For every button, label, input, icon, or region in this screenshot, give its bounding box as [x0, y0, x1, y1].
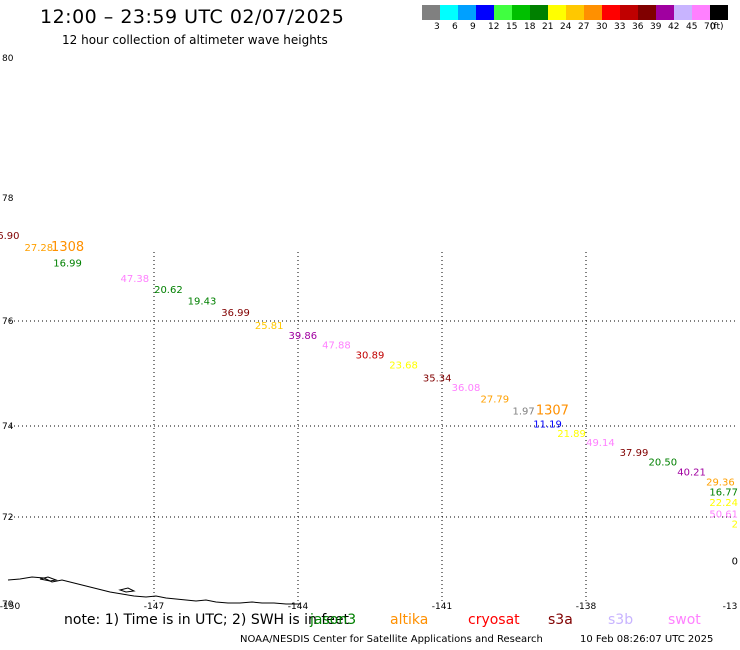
colorbar-swatch	[602, 5, 620, 20]
swh-observation: 21.89	[557, 429, 586, 440]
colorbar-label: 33	[614, 22, 626, 32]
colorbar-swatch	[548, 5, 566, 20]
colorbar-label: 39	[650, 22, 662, 32]
map-axes: 80 78 76 74 72 70-150 -147 -144 -141 -138 -13	[0, 54, 737, 610]
swh-observation: 2	[732, 520, 738, 531]
swh-observation: 47.88	[322, 341, 351, 352]
altimeter-map: 80 78 76 74 72 70-150 -147 -144 -141 -138 -13 36.9…	[0, 54, 738, 610]
swh-observation: 29.36	[706, 478, 735, 489]
satellite-legend-s3a: s3a	[548, 612, 573, 628]
swh-observation: 1308	[51, 240, 84, 255]
colorbar-swatch	[476, 5, 494, 20]
lon-tick-label: -13	[723, 602, 738, 610]
credit-line: NOAA/NESDIS Center for Satellite Applica…	[240, 634, 543, 645]
swh-observation: 30.89	[356, 351, 385, 362]
swh-observation: 50.61	[709, 509, 738, 520]
swh-observation: 37.99	[620, 448, 649, 459]
swh-observation: 47.38	[120, 274, 149, 285]
swh-observation: 25.81	[255, 321, 284, 332]
swh-observation: 23.68	[389, 361, 418, 372]
coastline-island	[118, 587, 136, 593]
lat-tick-label: 78	[2, 194, 14, 204]
lon-tick-label: -138	[576, 602, 597, 610]
coastline-path	[7, 576, 300, 605]
colorbar-swatch	[638, 5, 656, 20]
colorbar-label: 12	[488, 22, 500, 32]
satellite-legend-cryosat: cryosat	[468, 612, 520, 628]
swh-observation: 36.90	[0, 231, 20, 242]
lat-tick-label: 80	[2, 54, 14, 64]
swh-observation: 1.97	[512, 406, 534, 417]
colorbar-swatch	[692, 5, 710, 20]
colorbar-swatch	[656, 5, 674, 20]
colorbar-label: 36	[632, 22, 644, 32]
swh-observation: 39.86	[288, 331, 317, 342]
map-title: 12:00 – 23:59 UTC 02/07/2025	[40, 6, 345, 28]
satellite-legend-jason3: jason3	[310, 612, 357, 628]
coastline	[7, 576, 300, 605]
satellite-legend-s3b: s3b	[608, 612, 634, 628]
swh-observation: 27.28	[24, 243, 53, 254]
colorbar-label: 45	[686, 22, 698, 32]
colorbar-unit: (ft)	[710, 22, 724, 32]
map-subtitle: 12 hour collection of altimeter wave hei…	[62, 33, 328, 47]
swh-observation: 35.34	[423, 374, 452, 385]
swh-observation: 36.08	[452, 383, 481, 394]
colorbar-swatch	[530, 5, 548, 20]
swh-observation: 49.14	[586, 438, 615, 449]
lat-tick-label: 76	[2, 317, 14, 327]
colorbar-swatch	[620, 5, 638, 20]
swh-observation: 40.21	[677, 468, 706, 479]
colorbar-swatch	[440, 5, 458, 20]
colorbar-label: 70	[704, 22, 716, 32]
lat-tick-label: 72	[2, 513, 13, 523]
colorbar-swatch	[494, 5, 512, 20]
map-grid	[10, 252, 736, 604]
lon-tick-label: -141	[432, 602, 452, 610]
colorbar-label: 30	[596, 22, 608, 32]
colorbar-swatch	[422, 5, 440, 20]
swh-observation: 36.99	[221, 308, 250, 319]
swh-observation: 20.50	[648, 457, 677, 468]
swh-observation: 16.77	[709, 488, 738, 499]
swh-observation: 16.99	[53, 259, 82, 270]
swh-observation: 0	[732, 557, 738, 568]
colorbar-label: 15	[506, 22, 518, 32]
colorbar-swatch	[512, 5, 530, 20]
swh-observation: 20.62	[154, 285, 183, 296]
swh-observation: 11.19	[533, 419, 562, 430]
satellite-legend-swot: swot	[668, 612, 701, 628]
lat-tick-label: 70	[2, 600, 14, 610]
colorbar-swatch	[458, 5, 476, 20]
swh-observation: 1307	[536, 403, 569, 418]
lon-tick-label: -150	[0, 602, 20, 610]
coastline-island	[39, 576, 58, 582]
swh-observation: 22.24	[709, 498, 738, 509]
colorbar-swatch	[674, 5, 692, 20]
colorbar-label: 9	[470, 22, 476, 32]
colorbar-label: 18	[524, 22, 536, 32]
lat-tick-label: 74	[2, 422, 14, 432]
footer-note: note: 1) Time is in UTC; 2) SWH is in fe…	[64, 612, 350, 628]
generated-timestamp: 10 Feb 08:26:07 UTC 2025	[580, 634, 714, 645]
colorbar-label: 3	[434, 22, 440, 32]
swh-observation: 19.43	[188, 297, 217, 308]
colorbar-swatch	[584, 5, 602, 20]
lon-tick-label: -144	[288, 602, 309, 610]
satellite-legend-altika: altika	[390, 612, 429, 628]
lon-tick-label: -147	[144, 602, 164, 610]
colorbar-swatch	[710, 5, 728, 20]
colorbar-label: 24	[560, 22, 572, 32]
colorbar-swatch	[566, 5, 584, 20]
colorbar-label: 21	[542, 22, 554, 32]
colorbar-label: 42	[668, 22, 680, 32]
colorbar-label: 27	[578, 22, 590, 32]
swh-observation: 27.79	[480, 395, 509, 406]
colorbar-label: 6	[452, 22, 458, 32]
